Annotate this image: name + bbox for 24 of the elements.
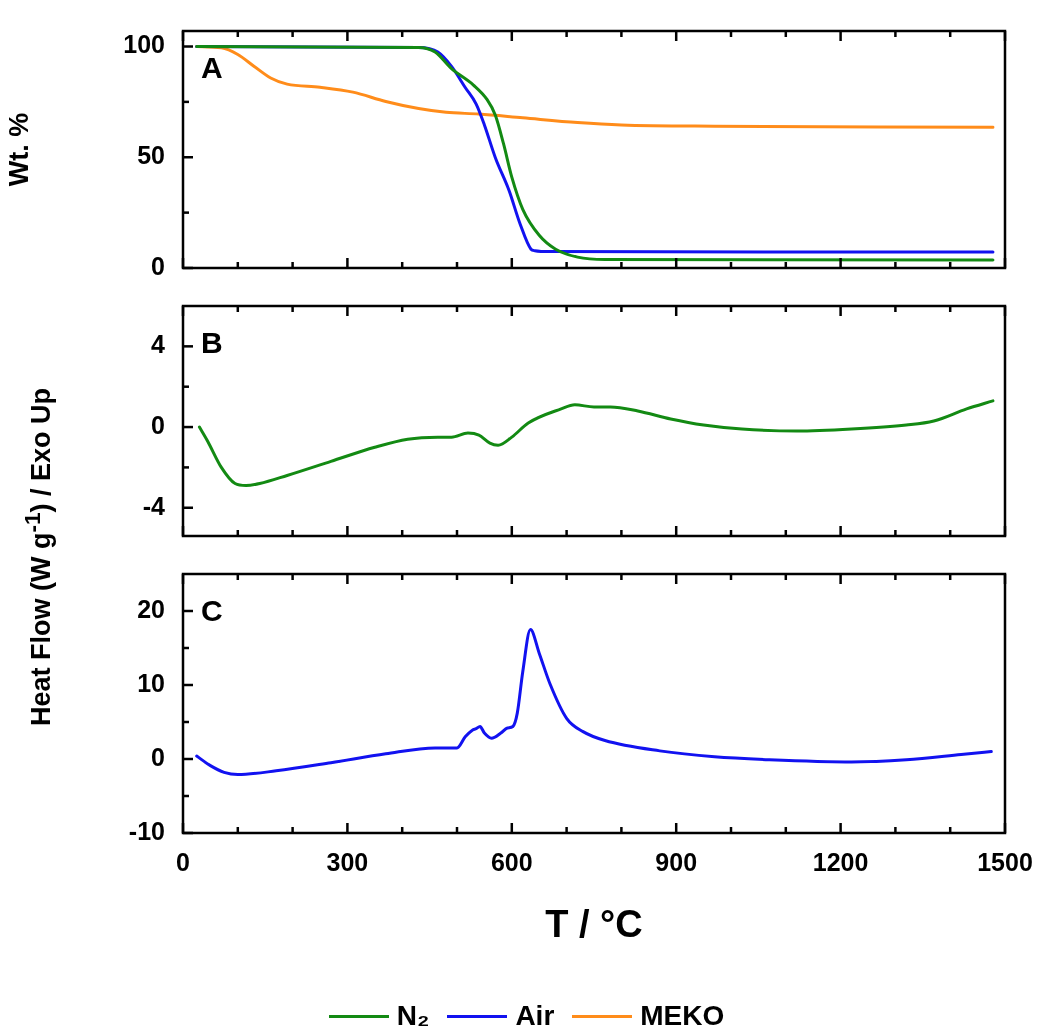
y-tick-label: 100 xyxy=(123,30,165,59)
y-axis-title: Wt. % xyxy=(3,112,34,187)
annotation: A xyxy=(201,51,223,85)
x-tick-label: 600 xyxy=(490,847,533,876)
annotation: C xyxy=(201,594,223,628)
y-tick-label: 0 xyxy=(151,410,165,439)
annotation: B xyxy=(201,326,223,360)
y-tick-label: 0 xyxy=(151,742,165,771)
x-tick-label: 1500 xyxy=(977,847,1033,876)
legend-label: Air xyxy=(515,1000,555,1032)
x-tick-label: 300 xyxy=(326,847,369,876)
y-tick-label: -4 xyxy=(142,491,166,520)
y-tick-label: -10 xyxy=(128,816,165,845)
x-tick-label: 0 xyxy=(176,847,190,876)
y-tick-label: 0 xyxy=(151,251,165,280)
legend-label: MEKO xyxy=(640,1000,725,1032)
legend-label: N₂ xyxy=(396,1000,430,1032)
x-tick-label: 900 xyxy=(655,847,698,876)
y-tick-label: 10 xyxy=(137,668,165,697)
x-tick-label: 1200 xyxy=(812,847,869,876)
x-axis-title: T / °C xyxy=(545,902,643,945)
y-tick-label: 4 xyxy=(151,330,166,359)
y-tick-label: 20 xyxy=(137,594,165,623)
y-tick-label: 50 xyxy=(137,141,165,170)
